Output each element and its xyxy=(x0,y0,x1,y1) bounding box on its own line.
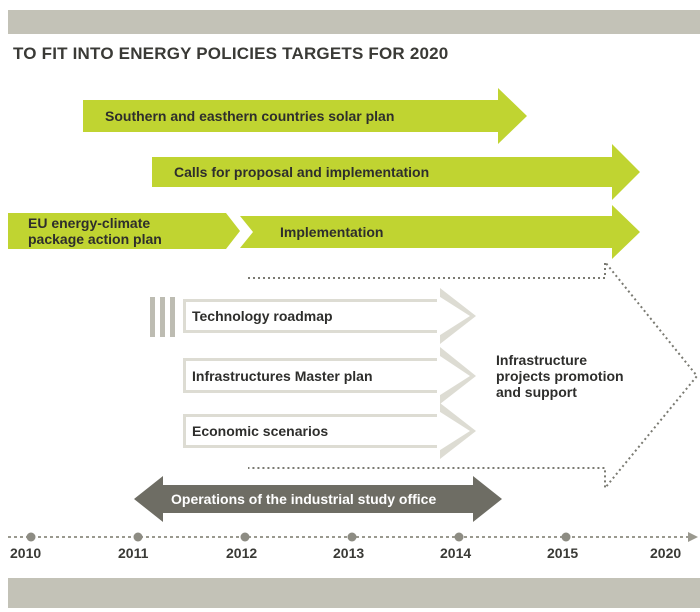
solar-plan-arrow xyxy=(83,88,527,144)
implementation-arrow xyxy=(240,205,640,259)
timeline-arrowhead xyxy=(688,532,698,542)
operations-label: Operations of the industrial study offic… xyxy=(171,491,437,507)
year-label-2010: 2010 xyxy=(10,545,42,561)
infrastructure-label-line2: projects promotion xyxy=(496,368,624,384)
timeline-dots xyxy=(26,532,571,542)
infrastructure-dotted-arrow xyxy=(248,259,699,491)
implementation-label: Implementation xyxy=(280,224,384,240)
infrastructures-master-plan-label: Infrastructures Master plan xyxy=(192,368,373,384)
technology-roadmap-label: Technology roadmap xyxy=(192,308,333,324)
eu-action-plan-label-line1: EU energy-climate xyxy=(28,215,151,231)
year-label-2014: 2014 xyxy=(440,545,472,561)
calls-for-proposal-label: Calls for proposal and implementation xyxy=(174,164,430,180)
solar-plan-label: Southern and easthern countries solar pl… xyxy=(105,108,395,124)
economic-scenarios-arrow xyxy=(183,403,476,459)
year-label-2013: 2013 xyxy=(333,545,365,561)
infrastructures-master-plan-arrow xyxy=(183,347,476,404)
technology-roadmap-arrow xyxy=(183,288,476,344)
eu-action-plan-label-line2: package action plan xyxy=(28,231,162,247)
economic-scenarios-label: Economic scenarios xyxy=(192,423,329,439)
page-title: TO FIT INTO ENERGY POLICIES TARGETS FOR … xyxy=(13,44,449,63)
year-label-2011: 2011 xyxy=(118,545,149,561)
infrastructure-label-line3: and support xyxy=(496,384,577,400)
stripes-decoration xyxy=(150,297,175,337)
top-band xyxy=(8,10,700,34)
year-label-2020: 2020 xyxy=(650,545,682,561)
eu-action-plan-arrow xyxy=(8,213,240,249)
bottom-band xyxy=(8,578,700,608)
infrastructure-label-line1: Infrastructure xyxy=(496,352,588,368)
operations-double-arrow xyxy=(134,476,502,522)
calls-for-proposal-arrow xyxy=(152,144,640,200)
year-label-2012: 2012 xyxy=(226,545,258,561)
year-label-2015: 2015 xyxy=(547,545,579,561)
